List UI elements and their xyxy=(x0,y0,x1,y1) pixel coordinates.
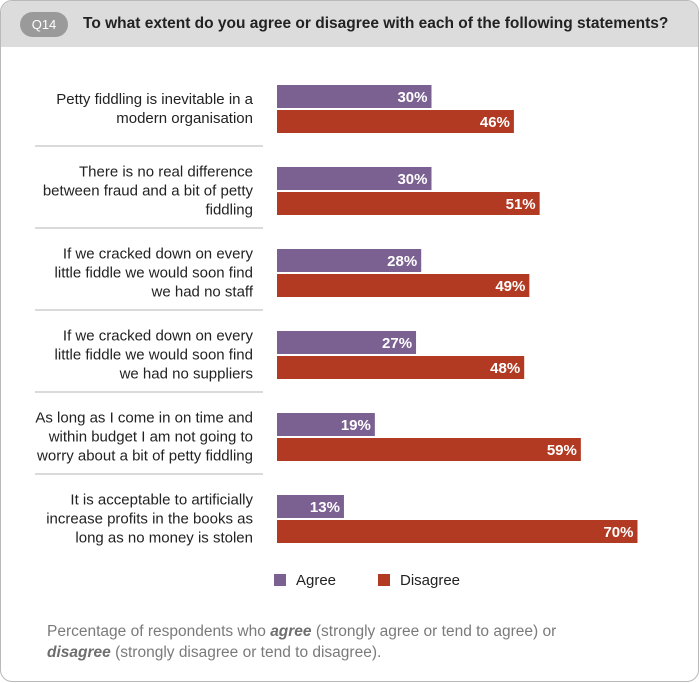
category-label: increase profits in the books as xyxy=(46,511,253,528)
agree-bar xyxy=(277,495,344,518)
bar-value-label: 49% xyxy=(495,278,525,295)
footnote-agree-word: agree xyxy=(270,623,312,640)
category-label: we had no suppliers xyxy=(119,366,253,383)
category-label: long as no money is stolen xyxy=(75,530,253,547)
footnote: Percentage of respondents who agree (str… xyxy=(47,621,667,663)
footnote-text-3: (strongly disagree or tend to disagree). xyxy=(110,644,382,661)
bar-value-label: 13% xyxy=(310,499,340,516)
bar-value-label: 59% xyxy=(547,442,577,459)
agree-bar xyxy=(277,85,432,108)
bar-value-label: 48% xyxy=(490,360,520,377)
bar-value-label: 28% xyxy=(387,253,417,270)
disagree-bar xyxy=(277,356,525,379)
category-label: we had no staff xyxy=(151,284,254,301)
bar-chart: Petty fiddling is inevitable in a modern … xyxy=(35,85,638,589)
legend-swatch xyxy=(378,574,390,586)
legend-label: Disagree xyxy=(400,572,460,589)
disagree-bar xyxy=(277,520,638,543)
category-label: between fraud and a bit of petty xyxy=(43,183,254,200)
question-title: To what extent do you agree or disagree … xyxy=(83,15,669,32)
category-label: little fiddle we would soon find xyxy=(55,347,253,364)
category-label: If we cracked down on every xyxy=(63,246,254,263)
disagree-bar xyxy=(277,110,514,133)
category-label: within budget I am not going to xyxy=(48,429,253,446)
legend-swatch xyxy=(274,574,286,586)
bar-value-label: 30% xyxy=(397,89,427,106)
category-label: Petty fiddling is inevitable in a xyxy=(56,91,253,108)
disagree-bar xyxy=(277,438,581,461)
category-label: worry about a bit of petty fiddling xyxy=(36,448,253,465)
bar-value-label: 70% xyxy=(603,524,633,541)
category-label: modern organisation xyxy=(116,110,253,127)
legend-label: Agree xyxy=(296,572,336,589)
bar-value-label: 27% xyxy=(382,335,412,352)
bar-value-label: 46% xyxy=(480,114,510,131)
category-label: As long as I come in on time and xyxy=(35,410,253,427)
footnote-disagree-word: disagree xyxy=(47,644,111,661)
bar-value-label: 19% xyxy=(341,417,371,434)
category-label: fiddling xyxy=(205,202,253,219)
disagree-bar xyxy=(277,192,540,215)
bar-value-label: 51% xyxy=(506,196,536,213)
footnote-text-1: Percentage of respondents who xyxy=(47,623,271,640)
agree-bar xyxy=(277,167,432,190)
agree-bar xyxy=(277,249,422,272)
question-badge: Q14 xyxy=(20,12,68,37)
question-header: Q14 To what extent do you agree or disag… xyxy=(1,1,698,47)
category-label: little fiddle we would soon find xyxy=(55,265,253,282)
agree-bar xyxy=(277,413,375,436)
footnote-text-2: (strongly agree or tend to agree) or xyxy=(311,623,557,640)
category-label: If we cracked down on every xyxy=(63,328,254,345)
category-label: It is acceptable to artificially xyxy=(70,492,253,509)
bar-value-label: 30% xyxy=(397,171,427,188)
disagree-bar xyxy=(277,274,530,297)
category-label: There is no real difference xyxy=(79,164,253,181)
agree-bar xyxy=(277,331,417,354)
